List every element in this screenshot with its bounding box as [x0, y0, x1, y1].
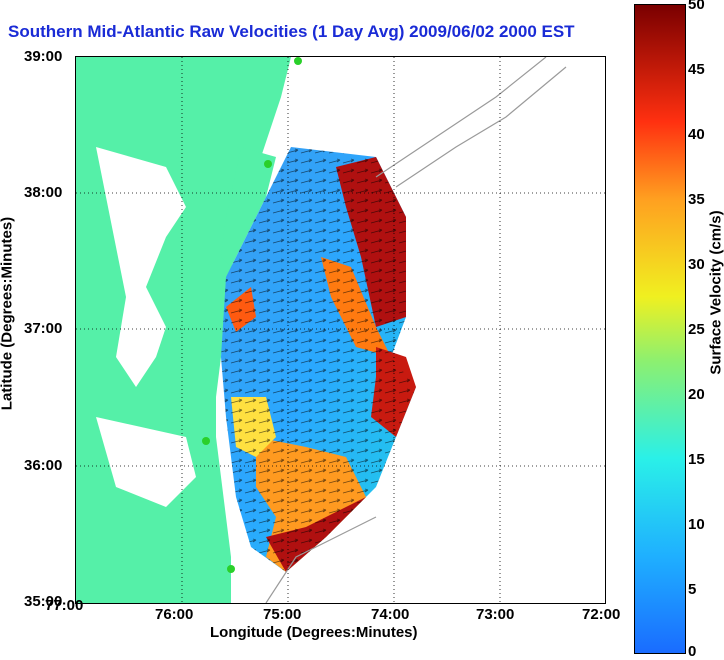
colorbar — [634, 4, 686, 654]
colorbar-tick: 0 — [688, 643, 696, 660]
colorbar-tick: 40 — [688, 126, 705, 143]
depth-contour-2 — [396, 67, 566, 187]
x-axis-label: Longitude (Degrees:Minutes) — [210, 624, 418, 641]
hf-radar-site — [264, 160, 272, 168]
colorbar-tick: 10 — [688, 516, 705, 533]
y-tick: 39:00 — [24, 48, 62, 65]
x-tick: 72:00 — [582, 606, 620, 623]
y-tick: 35:00 — [24, 593, 62, 610]
colorbar-label: Surface Velocity (cm/s) — [708, 183, 724, 403]
y-tick: 38:00 — [24, 184, 62, 201]
depth-contour — [376, 57, 546, 177]
map-svg — [76, 57, 605, 603]
colorbar-tick: 25 — [688, 321, 705, 338]
colorbar-tick: 5 — [688, 581, 696, 598]
x-tick: 74:00 — [371, 606, 409, 623]
hf-radar-site — [227, 565, 235, 573]
x-tick: 76:00 — [155, 606, 193, 623]
map-plot-area[interactable] — [75, 56, 606, 604]
y-axis-label: Latitude (Degrees:Minutes) — [0, 199, 16, 429]
hf-radar-site — [202, 437, 210, 445]
colorbar-tick: 45 — [688, 61, 705, 78]
chart-title: Southern Mid-Atlantic Raw Velocities (1 … — [8, 22, 575, 42]
y-tick: 37:00 — [24, 320, 62, 337]
colorbar-tick: 35 — [688, 191, 705, 208]
y-tick: 36:00 — [24, 457, 62, 474]
colorbar-tick: 15 — [688, 451, 705, 468]
x-tick: 75:00 — [263, 606, 301, 623]
colorbar-tick: 30 — [688, 256, 705, 273]
colorbar-tick: 50 — [688, 0, 705, 13]
colorbar-gradient — [635, 5, 685, 653]
hf-radar-site — [294, 57, 302, 65]
x-tick: 73:00 — [476, 606, 514, 623]
colorbar-tick: 20 — [688, 386, 705, 403]
